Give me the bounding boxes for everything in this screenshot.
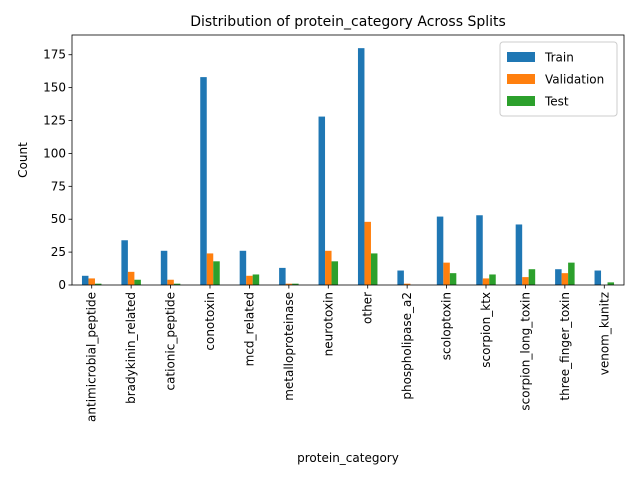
bar-train-scorpion-long-toxin <box>515 224 523 285</box>
bar-test-scorpion-long-toxin <box>528 269 536 285</box>
x-tick-label: mcd_related <box>242 292 256 366</box>
bar-test-bradykinin-related <box>134 279 141 285</box>
bar-train-three-finger-toxin <box>555 269 562 285</box>
bar-train-scoloptoxin <box>436 216 444 285</box>
bar-validation-conotoxin <box>206 253 214 285</box>
bar-validation-other <box>364 221 371 285</box>
bar-validation-neurotoxin <box>325 250 332 285</box>
bars <box>81 48 615 285</box>
legend-label: Validation <box>545 73 604 87</box>
bar-validation-metalloproteinase <box>285 283 293 285</box>
bar-test-three-finger-toxin <box>568 262 575 285</box>
bar-train-mcd-related <box>239 250 247 285</box>
legend-swatch <box>507 52 535 62</box>
x-tick-label: phospholipase_a2 <box>400 292 414 400</box>
bar-train-antimicrobial-peptide <box>81 275 89 285</box>
bar-validation-cationic-peptide <box>167 279 174 285</box>
bar-test-venom-kunitz <box>607 282 615 285</box>
y-tick-label: 150 <box>43 81 66 95</box>
bar-test-neurotoxin <box>331 261 339 285</box>
x-tick-label: bradykinin_related <box>124 292 138 404</box>
bar-test-conotoxin <box>213 261 220 285</box>
bar-train-neurotoxin <box>318 116 326 285</box>
bar-validation-scorpion-long-toxin <box>522 277 529 285</box>
bar-train-venom-kunitz <box>594 270 602 285</box>
y-axis-label: Count <box>16 142 30 178</box>
bar-test-mcd-related <box>252 274 260 285</box>
legend: Train Validation Test <box>499 41 618 117</box>
bar-train-conotoxin <box>200 77 207 285</box>
bar-test-scoloptoxin <box>449 273 457 285</box>
series-train <box>81 48 602 285</box>
x-axis-label: protein_category <box>297 451 399 465</box>
x-tick-label: scorpion_ktx <box>479 292 493 368</box>
bar-test-metalloproteinase <box>292 283 299 285</box>
x-tick-label: metalloproteinase <box>282 292 296 401</box>
bar-train-metalloproteinase <box>279 267 286 285</box>
bar-validation-mcd-related <box>246 275 253 285</box>
bar-test-cationic-peptide <box>173 283 181 285</box>
bar-test-other <box>370 253 378 285</box>
y-tick-label: 75 <box>51 179 66 193</box>
bar-train-cationic-peptide <box>160 250 168 285</box>
x-tick-label: cationic_peptide <box>164 292 178 391</box>
bar-test-scorpion-ktx <box>489 274 496 285</box>
plot-frame <box>71 34 625 286</box>
y-tick-label: 125 <box>43 114 66 128</box>
x-tick-label: antimicrobial_peptide <box>85 292 99 422</box>
legend-item-test: Test <box>507 95 569 109</box>
y-tick-label: 100 <box>43 146 66 160</box>
x-tick-label: venom_kunitz <box>597 292 611 375</box>
legend-swatch <box>507 74 535 84</box>
y-tick-label: 0 <box>58 278 66 292</box>
x-tick-label: scoloptoxin <box>440 292 454 360</box>
bar-train-scorpion-ktx <box>476 215 483 285</box>
legend-swatch <box>507 96 535 106</box>
series-validation <box>88 221 569 285</box>
y-tick-label: 25 <box>51 245 66 259</box>
x-tick-label: scorpion_long_toxin <box>518 292 532 411</box>
bar-validation-antimicrobial-peptide <box>88 278 95 285</box>
bar-test-antimicrobial-peptide <box>94 283 102 285</box>
legend-item-train: Train <box>507 51 574 65</box>
bar-validation-phospholipase-a2 <box>403 283 411 285</box>
bar-validation-scoloptoxin <box>443 262 450 285</box>
x-tick-label: neurotoxin <box>321 292 335 356</box>
y-tick-label: 50 <box>51 212 66 226</box>
bar-train-phospholipase-a2 <box>397 270 404 285</box>
x-tick-label: three_finger_toxin <box>558 292 572 401</box>
bar-train-bradykinin-related <box>121 240 128 285</box>
bar-validation-bradykinin-related <box>127 271 135 285</box>
axes: 0 25 50 75 100 125 150 175 antimicrobial_peptide… <box>43 34 625 422</box>
x-tick-label: conotoxin <box>203 292 217 351</box>
x-tick-label: other <box>361 292 375 324</box>
bar-validation-scorpion-ktx <box>482 278 490 285</box>
bar-validation-three-finger-toxin <box>561 273 569 285</box>
legend-item-validation: Validation <box>507 73 604 87</box>
chart-title: Distribution of protein_category Across … <box>190 14 506 30</box>
legend-label: Train <box>544 51 574 65</box>
y-tick-label: 175 <box>43 48 66 62</box>
legend-label: Test <box>544 95 569 109</box>
bar-train-other <box>357 48 365 285</box>
series-test <box>94 253 615 285</box>
